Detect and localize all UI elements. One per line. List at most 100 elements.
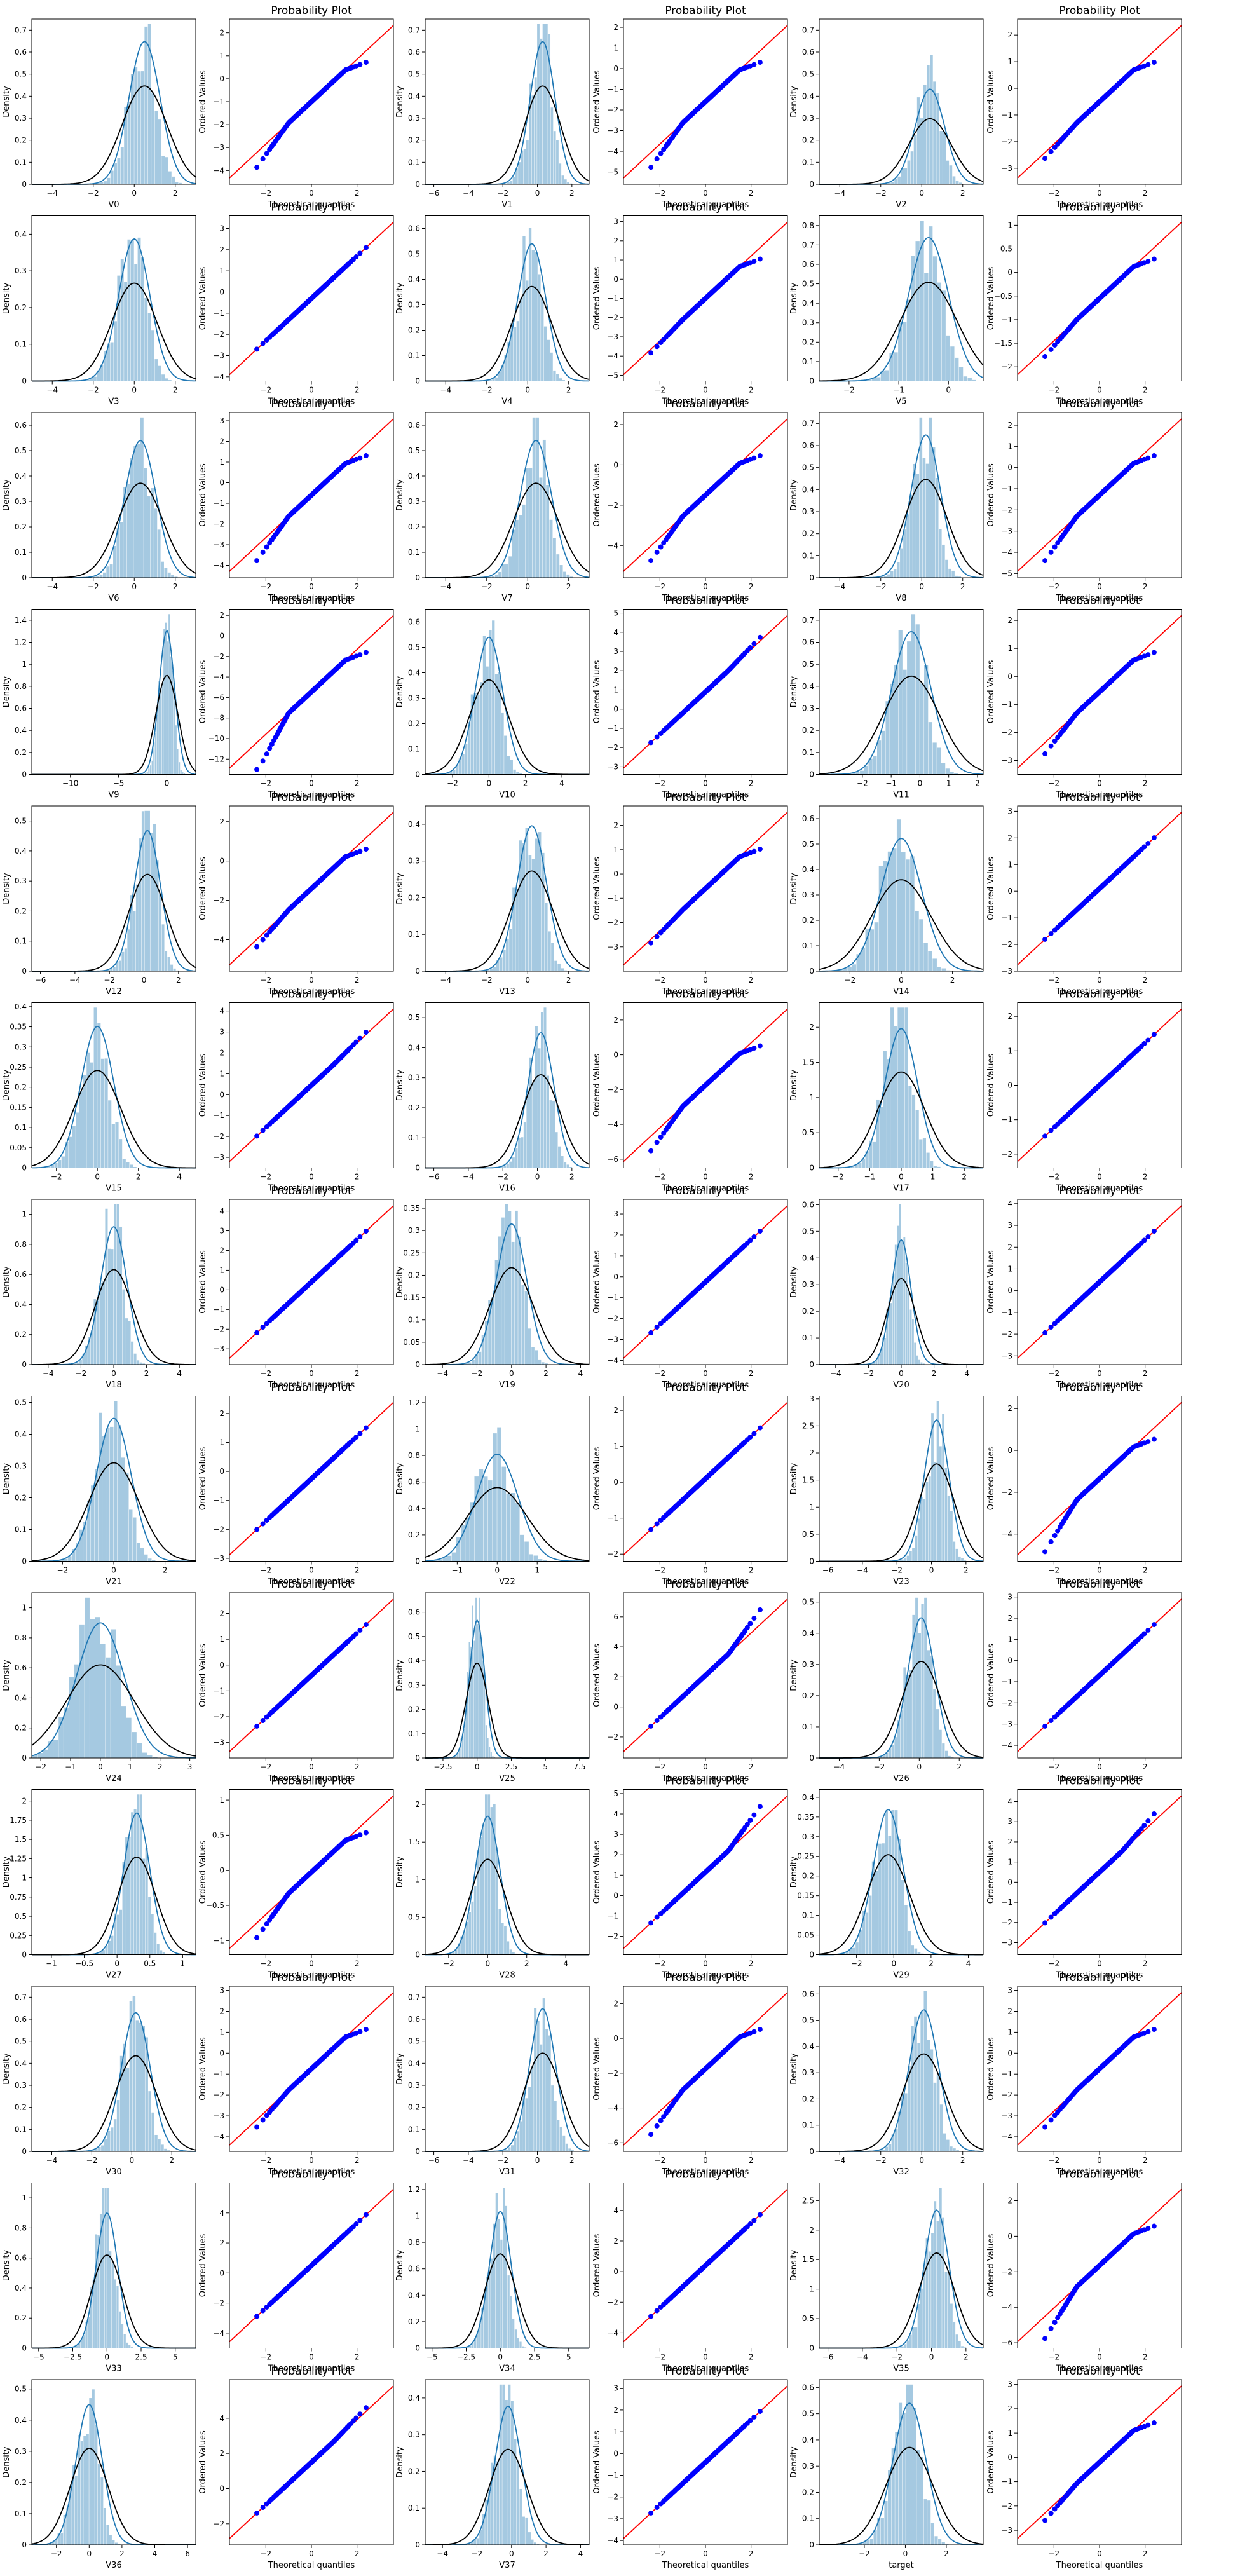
y-tick-label: 0.1 xyxy=(408,930,420,939)
y-tick-label: 0.7 xyxy=(15,25,27,34)
hist-bar xyxy=(151,760,153,775)
hist-bar xyxy=(888,182,891,184)
qq-point xyxy=(648,1148,654,1154)
dist-plot-V8: −4 −2 0 2 0 0.1 0.2 0.3 0.4 0.5 0.6 0.7 V8 Density xyxy=(789,412,984,603)
hist-bar xyxy=(175,182,179,184)
y-tick-label: −4 xyxy=(1001,1530,1012,1539)
y-tick-label: 1 xyxy=(22,1210,27,1219)
x-tick-label: −1 xyxy=(885,779,897,788)
hist-bar xyxy=(932,256,937,381)
qq-point xyxy=(363,1622,369,1628)
x-tick-label: −4 xyxy=(46,582,58,591)
hist-bar xyxy=(122,1289,125,1365)
hist-bar xyxy=(171,575,175,578)
qq-point xyxy=(1141,63,1147,69)
y-tick-label: 3 xyxy=(219,224,224,233)
hist-bar xyxy=(107,343,111,381)
x-axis-label: V4 xyxy=(501,397,512,407)
x-tick-label: −2 xyxy=(88,189,99,198)
y-tick-label: −1 xyxy=(607,1293,618,1302)
qq-point xyxy=(1048,1325,1054,1330)
hist-bar xyxy=(517,1137,521,1168)
qq-point xyxy=(1151,453,1157,459)
qq-point xyxy=(751,1046,757,1051)
y-tick-label: −1 xyxy=(1001,484,1012,493)
y-tick-label: 2 xyxy=(1007,421,1012,430)
hist-bar xyxy=(495,377,498,381)
hist-bar xyxy=(958,367,964,381)
y-tick-label: 0.3 xyxy=(15,266,27,275)
hist-bar xyxy=(110,170,114,184)
y-axis-label: Ordered Values xyxy=(592,70,602,133)
qq-point xyxy=(757,634,763,640)
hist-bar xyxy=(107,177,111,184)
x-tick-label: −4 xyxy=(46,189,58,198)
qq-point xyxy=(260,1521,266,1527)
y-tick-label: 0.3 xyxy=(408,857,420,866)
hist-bar xyxy=(154,111,158,184)
x-tick-label: −2 xyxy=(875,582,887,591)
qq-title: Probability Plot xyxy=(271,791,352,804)
hist-bar xyxy=(510,181,513,184)
hist-bar xyxy=(116,1204,119,1365)
y-tick-label: 2 xyxy=(219,1409,224,1418)
y-axis-label: Ordered Values xyxy=(198,1447,208,1511)
y-axis-label: Density xyxy=(789,1069,799,1101)
hist-bar xyxy=(912,1548,915,1562)
hist-bar xyxy=(150,833,153,971)
qq-point xyxy=(751,641,757,646)
hist-bar xyxy=(891,182,894,184)
y-tick-label: 4 xyxy=(219,1007,224,1016)
hist-bar xyxy=(522,236,526,381)
axes-frame xyxy=(31,805,196,972)
hist-bar xyxy=(538,274,541,381)
y-axis-label: Density xyxy=(789,873,799,904)
y-tick-label: −1 xyxy=(607,894,618,903)
y-tick-label: 0 xyxy=(22,770,27,779)
x-tick-label: −2 xyxy=(260,1369,271,1378)
hist-bar xyxy=(79,1624,85,1758)
y-tick-label: 1 xyxy=(219,1635,224,1644)
x-tick-label: 0 xyxy=(703,779,708,788)
x-tick-label: 2 xyxy=(950,976,955,985)
normal-fit-curve xyxy=(425,285,590,382)
x-tick-label: 0 xyxy=(899,976,904,985)
y-tick-label: 3 xyxy=(1007,807,1012,815)
y-tick-label: 1 xyxy=(22,660,27,669)
y-tick-label: −2 xyxy=(1001,137,1012,146)
y-tick-label: 2 xyxy=(613,420,618,429)
y-tick-label: −2 xyxy=(1001,362,1012,371)
y-tick-label: −3 xyxy=(1001,164,1012,173)
x-axis-label: Theoretical quantiles xyxy=(268,397,355,407)
y-tick-label: 0.1 xyxy=(15,937,27,946)
y-tick-label: 0.4 xyxy=(408,275,420,284)
hist-bar xyxy=(878,866,883,971)
x-axis-label: V11 xyxy=(893,791,909,800)
y-tick-label: 0.3 xyxy=(802,890,814,899)
qq-point xyxy=(654,1140,660,1145)
y-tick-label: 0.4 xyxy=(802,682,814,691)
x-tick-label: 0 xyxy=(132,582,137,591)
hist-bar xyxy=(131,1341,134,1365)
x-tick-label: 0 xyxy=(98,1762,103,1771)
x-tick-label: −2 xyxy=(260,386,271,395)
y-tick-label: 0.4 xyxy=(15,472,27,480)
y-tick-label: 0 xyxy=(415,770,420,779)
hist-bar xyxy=(894,179,897,184)
hist-bar xyxy=(147,1558,152,1562)
dist-plot-V19: −4 −2 0 2 4 0 0.05 0.1 0.15 0.2 0.25 0.3 0.35 V19 Dens… xyxy=(395,1199,590,1390)
y-tick-label: 2 xyxy=(1007,833,1012,842)
y-tick-label: 3 xyxy=(219,416,224,425)
hist-bar xyxy=(561,1156,564,1168)
hist-bar xyxy=(137,1360,140,1365)
hist-bar xyxy=(86,1052,90,1168)
y-tick-label: 0 xyxy=(613,1272,618,1281)
x-tick-label: 0 xyxy=(525,386,530,395)
hist-bar xyxy=(509,1161,512,1168)
x-axis-label: V23 xyxy=(893,1578,909,1587)
hist-bar xyxy=(538,832,542,971)
y-axis-label: Ordered Values xyxy=(198,70,208,133)
x-tick-label: 0 xyxy=(899,1369,904,1378)
qq-point xyxy=(1145,1037,1151,1043)
y-tick-label: 2 xyxy=(613,23,618,32)
